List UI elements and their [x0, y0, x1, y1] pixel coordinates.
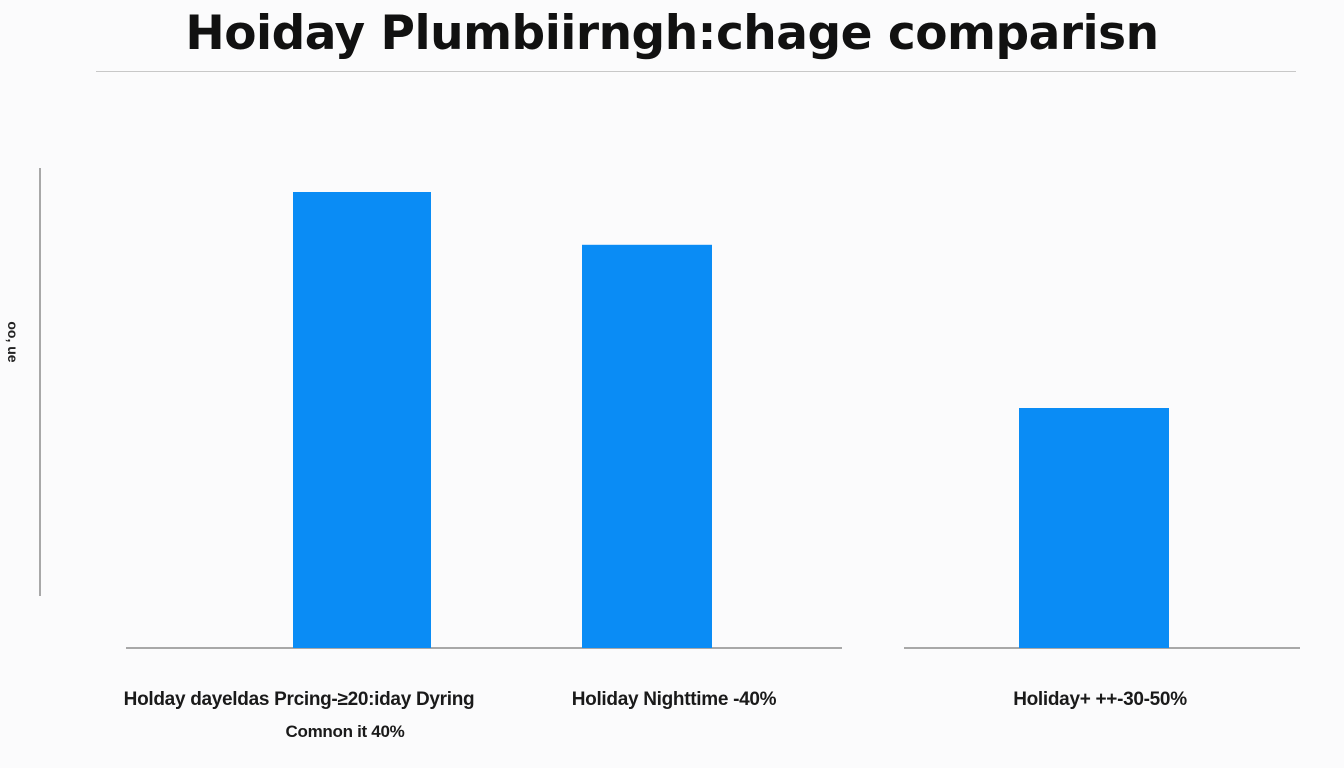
title-divider [96, 71, 1296, 72]
x-tick-label: Holday dayeldas Prcing-≥20:iday Dyring [123, 689, 475, 710]
bar [1019, 408, 1169, 648]
bar [293, 192, 431, 648]
bar [582, 244, 712, 649]
x-tick-sublabel: Comnon it 40% [285, 722, 405, 741]
bars-group [293, 192, 1169, 649]
x-tick-label: Holiday+ ++-30-50% [1013, 689, 1187, 710]
x-tick-label: Holiday Nighttime -40% [571, 689, 777, 710]
chart-title: Hoiday Plumbiirngh:chage comparisn [185, 6, 1159, 61]
